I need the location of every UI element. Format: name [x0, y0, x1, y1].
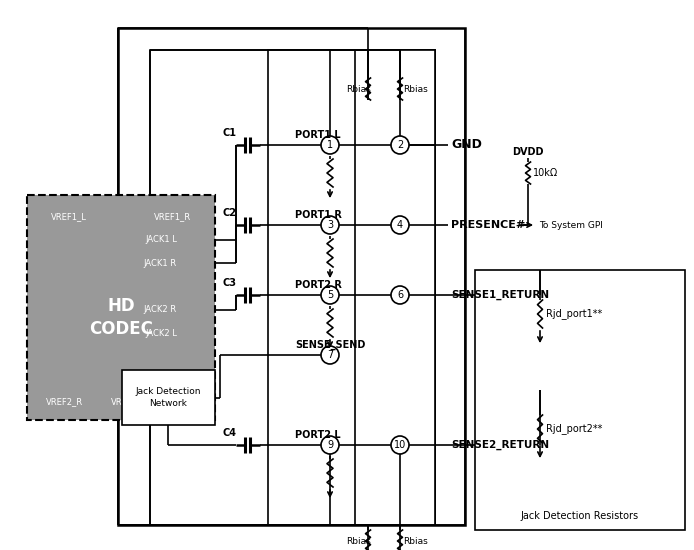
Text: Rjd_port2**: Rjd_port2** — [546, 424, 602, 434]
Text: 10kΩ: 10kΩ — [533, 168, 558, 178]
Text: PORT2 R: PORT2 R — [295, 280, 342, 290]
Text: JACK1 L: JACK1 L — [145, 235, 177, 245]
Text: JACK1 R: JACK1 R — [144, 258, 177, 267]
Text: JACK2 R: JACK2 R — [144, 305, 177, 315]
Text: 5: 5 — [327, 290, 333, 300]
Text: PRESENCE#: PRESENCE# — [451, 220, 525, 230]
Text: C2: C2 — [223, 208, 237, 218]
Text: Jack Detection Resistors: Jack Detection Resistors — [521, 511, 639, 521]
Bar — [355, 50, 435, 525]
Bar — [118, 28, 465, 525]
Text: 4: 4 — [397, 220, 403, 230]
Bar — [27, 195, 215, 420]
Text: Rbias: Rbias — [346, 536, 371, 546]
Text: PORT2 L: PORT2 L — [295, 430, 341, 440]
Text: GND: GND — [451, 139, 482, 151]
Text: C1: C1 — [223, 128, 237, 138]
Bar — [122, 370, 215, 425]
Text: JACK2 L: JACK2 L — [145, 328, 177, 338]
Bar — [150, 50, 435, 525]
Text: 3: 3 — [327, 220, 333, 230]
Text: Rbias: Rbias — [346, 85, 371, 94]
Text: VREF2_R: VREF2_R — [46, 398, 83, 406]
Text: VREF1_L: VREF1_L — [51, 212, 87, 222]
Text: 6: 6 — [397, 290, 403, 300]
Text: PORT1 R: PORT1 R — [295, 210, 342, 220]
Text: SENSE2_RETURN: SENSE2_RETURN — [451, 440, 549, 450]
Text: Jack Detection
Network: Jack Detection Network — [136, 387, 201, 408]
Text: 7: 7 — [327, 350, 333, 360]
Text: VREF1_R: VREF1_R — [155, 212, 192, 222]
Text: 9: 9 — [327, 440, 333, 450]
Text: 10: 10 — [394, 440, 406, 450]
Text: DVDD: DVDD — [512, 147, 544, 157]
Text: PORT1 L: PORT1 L — [295, 130, 341, 140]
Text: To System GPI: To System GPI — [539, 221, 603, 229]
Text: SENSE1_RETURN: SENSE1_RETURN — [451, 290, 549, 300]
Text: 1: 1 — [327, 140, 333, 150]
Text: C3: C3 — [223, 278, 237, 288]
Text: Rjd_port1**: Rjd_port1** — [546, 309, 602, 320]
Bar — [268, 50, 435, 525]
Text: SENSE_SEND: SENSE_SEND — [295, 340, 365, 350]
Text: Rbias: Rbias — [403, 85, 428, 94]
Text: HD
CODEC: HD CODEC — [89, 296, 153, 338]
Text: SENSE: SENSE — [171, 398, 198, 406]
Text: Rbias: Rbias — [403, 536, 428, 546]
Bar — [475, 270, 685, 530]
Text: VREF2_L: VREF2_L — [111, 398, 147, 406]
Text: C4: C4 — [223, 428, 237, 438]
Text: 2: 2 — [397, 140, 403, 150]
